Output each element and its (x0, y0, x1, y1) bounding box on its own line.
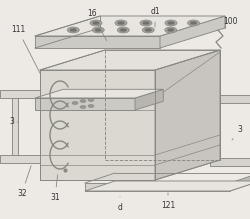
Text: 31: 31 (50, 175, 60, 201)
Polygon shape (85, 183, 230, 191)
Polygon shape (230, 173, 250, 191)
Ellipse shape (88, 99, 94, 101)
Ellipse shape (80, 99, 86, 102)
Ellipse shape (142, 27, 154, 33)
Polygon shape (12, 98, 18, 155)
Ellipse shape (142, 21, 150, 25)
Ellipse shape (120, 28, 127, 32)
Ellipse shape (80, 106, 86, 108)
Polygon shape (0, 155, 42, 163)
Ellipse shape (88, 104, 94, 108)
Text: 32: 32 (17, 166, 31, 198)
Ellipse shape (92, 27, 104, 33)
Ellipse shape (92, 21, 100, 25)
Text: 16: 16 (87, 9, 107, 41)
Polygon shape (35, 16, 225, 36)
Text: 100: 100 (223, 18, 237, 26)
Polygon shape (155, 50, 220, 180)
Polygon shape (35, 89, 163, 98)
Polygon shape (35, 98, 135, 110)
Polygon shape (0, 90, 42, 98)
Ellipse shape (90, 20, 102, 26)
Ellipse shape (70, 28, 77, 32)
Polygon shape (35, 36, 160, 48)
Text: 3: 3 (10, 118, 18, 127)
Ellipse shape (145, 28, 152, 32)
Ellipse shape (165, 20, 177, 26)
Polygon shape (135, 89, 163, 110)
Ellipse shape (115, 20, 127, 26)
Text: 3: 3 (232, 125, 242, 140)
Ellipse shape (118, 21, 124, 25)
Polygon shape (210, 158, 250, 166)
Ellipse shape (140, 20, 152, 26)
Text: d1: d1 (150, 7, 160, 27)
Ellipse shape (190, 21, 197, 25)
Ellipse shape (188, 20, 200, 26)
Text: 111: 111 (11, 25, 41, 74)
Text: 121: 121 (161, 193, 175, 210)
Polygon shape (40, 70, 155, 180)
Polygon shape (40, 50, 220, 70)
Ellipse shape (72, 101, 78, 104)
Ellipse shape (167, 28, 174, 32)
Polygon shape (210, 95, 250, 103)
Ellipse shape (165, 27, 177, 33)
Ellipse shape (117, 27, 129, 33)
Ellipse shape (95, 28, 102, 32)
Polygon shape (85, 181, 250, 191)
Text: d: d (118, 197, 122, 212)
Ellipse shape (168, 21, 174, 25)
Polygon shape (160, 16, 225, 48)
Ellipse shape (67, 27, 79, 33)
